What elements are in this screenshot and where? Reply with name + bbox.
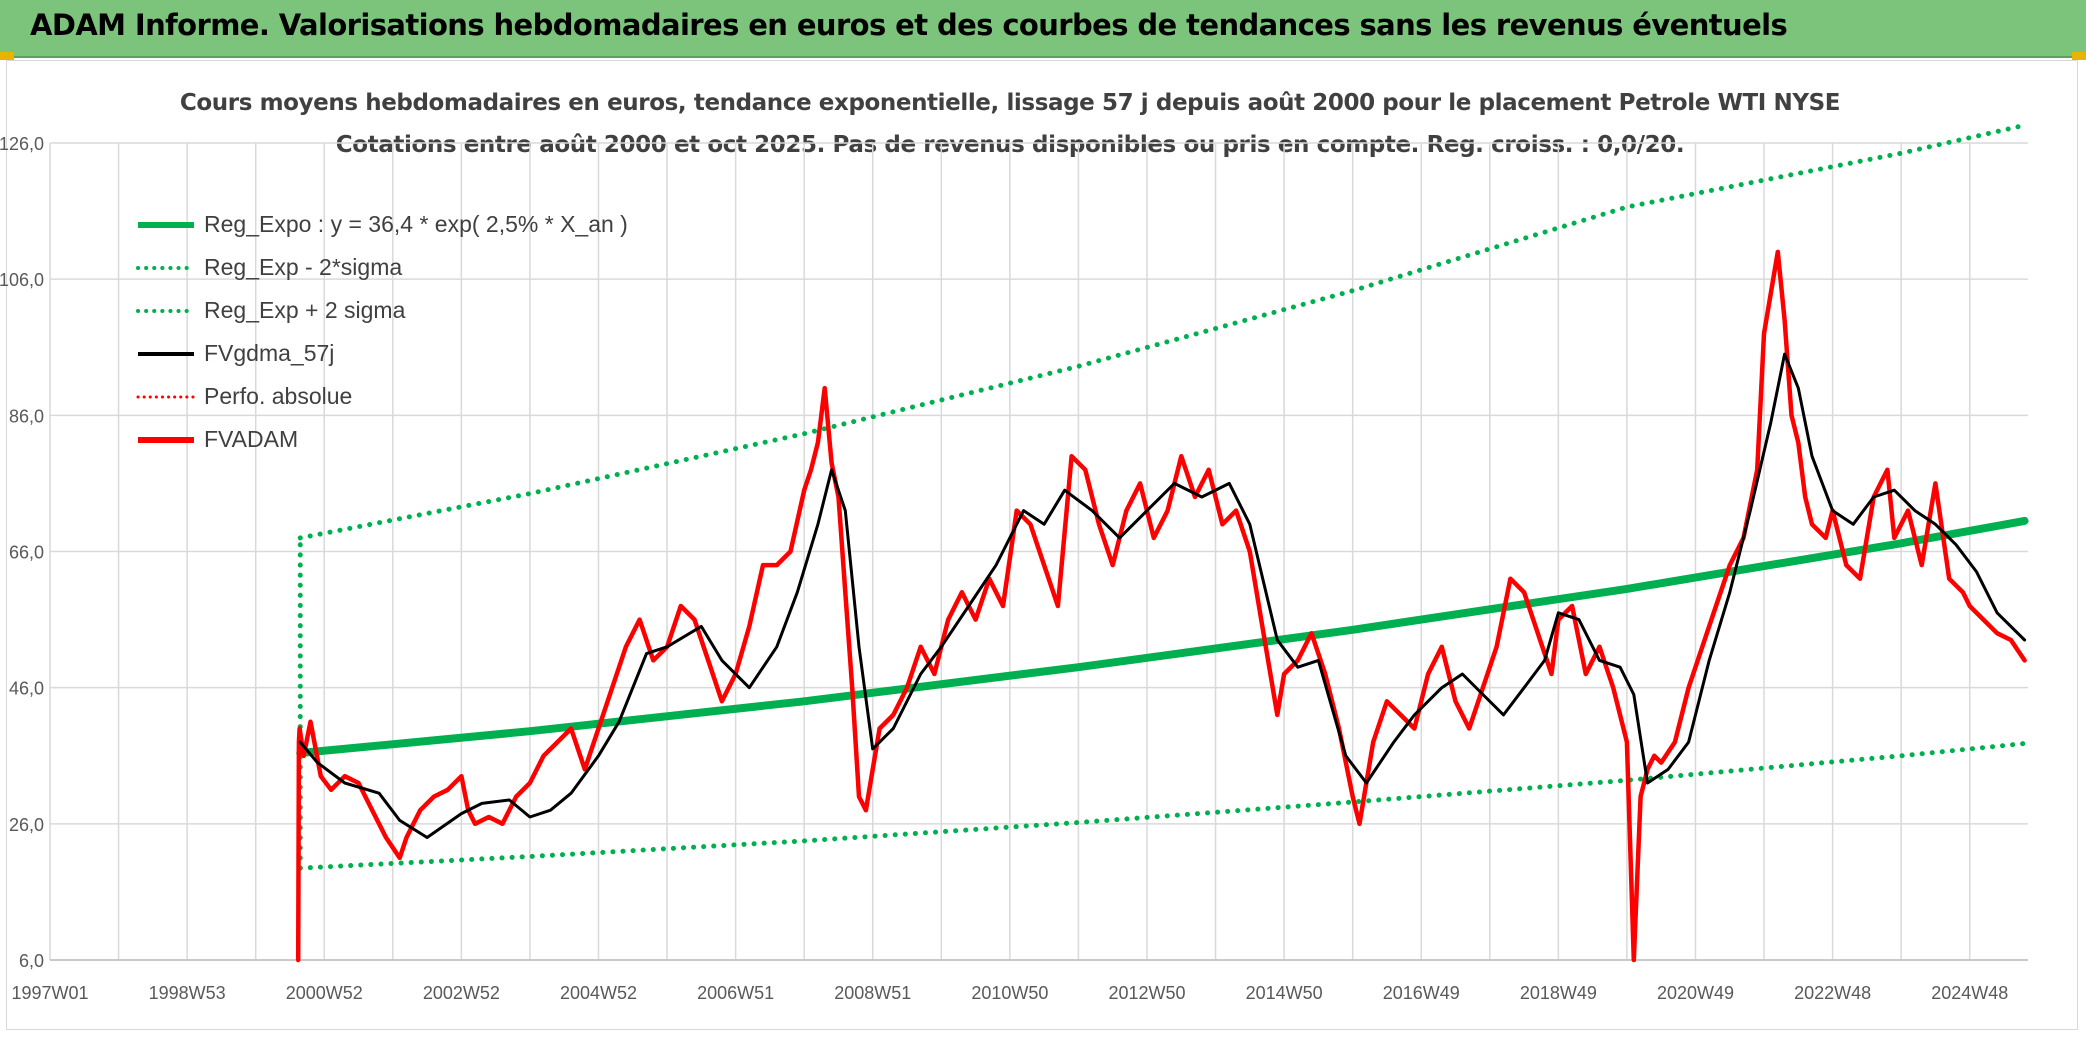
legend-swatch	[136, 395, 196, 398]
x-tick-label: 2004W52	[560, 983, 637, 1003]
corner-marker	[2072, 52, 2086, 60]
chart-legend: Reg_Expo : y = 36,4 * exp( 2,5% * X_an )…	[136, 203, 696, 461]
legend-label: Perfo. absolue	[204, 383, 353, 409]
x-tick-label: 2018W49	[1520, 983, 1597, 1003]
x-tick-label: 2024W48	[1931, 983, 2008, 1003]
series-reg-exp-plus	[297, 122, 2028, 541]
x-tick-label: 1998W53	[149, 983, 226, 1003]
series-fvgdma	[298, 352, 2027, 839]
x-tick-label: 2010W50	[971, 983, 1048, 1003]
legend-label: FVADAM	[204, 426, 299, 452]
legend-swatch	[138, 221, 194, 228]
y-axis: 6,0 26,0 46,0 66,0 86,0 106,0 126,0	[0, 134, 44, 971]
x-tick-label: 2008W51	[834, 983, 911, 1003]
y-tick-label: 106,0	[0, 270, 44, 290]
legend-swatch	[138, 436, 194, 443]
y-tick-label: 6,0	[19, 951, 44, 971]
series-reg-exp-minus	[297, 741, 2028, 871]
legend-item-perfo-absolue: Perfo. absolue	[136, 375, 696, 418]
y-tick-label: 46,0	[9, 679, 44, 699]
legend-label: Reg_Exp - 2*sigma	[204, 254, 403, 280]
corner-marker	[0, 52, 14, 60]
series-lines	[295, 122, 2029, 963]
y-tick-label: 66,0	[9, 543, 44, 563]
x-tick-label: 2000W52	[286, 983, 363, 1003]
legend-swatch	[136, 308, 196, 313]
x-tick-label: 2002W52	[423, 983, 500, 1003]
y-tick-label: 126,0	[0, 134, 44, 154]
legend-item-fvgdma: FVgdma_57j	[136, 332, 696, 375]
y-tick-label: 26,0	[9, 815, 44, 835]
legend-item-reg-exp-plus: Reg_Exp + 2 sigma	[136, 289, 696, 332]
chart-frame	[6, 60, 2078, 1030]
legend-label: Reg_Exp + 2 sigma	[204, 297, 406, 323]
chart-grid	[49, 142, 2028, 961]
series-reg-expo	[296, 516, 2029, 757]
x-tick-label: 2016W49	[1383, 983, 1460, 1003]
legend-label: FVgdma_57j	[204, 340, 335, 366]
x-tick-label: 2012W50	[1108, 983, 1185, 1003]
x-axis: 1997W01 1998W53 2000W52 2002W52 2004W52 2006W…	[11, 959, 2028, 1003]
x-tick-label: 2020W49	[1657, 983, 1734, 1003]
legend-item-fvadam: FVADAM	[136, 418, 696, 461]
legend-item-reg-exp-minus: Reg_Exp - 2*sigma	[136, 246, 696, 289]
x-tick-label: 2022W48	[1794, 983, 1871, 1003]
y-tick-label: 86,0	[9, 406, 44, 426]
series-fvadam	[295, 249, 2027, 963]
x-tick-label: 2014W50	[1246, 983, 1323, 1003]
legend-label: Reg_Expo : y = 36,4 * exp( 2,5% * X_an )	[204, 211, 628, 237]
chart-title: Cours moyens hebdomadaires en euros, ten…	[179, 90, 1841, 116]
report-header: ADAM Informe. Valorisations hebdomadaire…	[0, 0, 2086, 58]
legend-swatch	[136, 265, 196, 270]
x-tick-label: 2006W51	[697, 983, 774, 1003]
legend-swatch	[138, 351, 194, 356]
report-title: ADAM Informe. Valorisations hebdomadaire…	[30, 8, 1788, 42]
legend-item-reg-expo: Reg_Expo : y = 36,4 * exp( 2,5% * X_an )	[136, 203, 696, 246]
x-tick-label: 1997W01	[11, 983, 88, 1003]
